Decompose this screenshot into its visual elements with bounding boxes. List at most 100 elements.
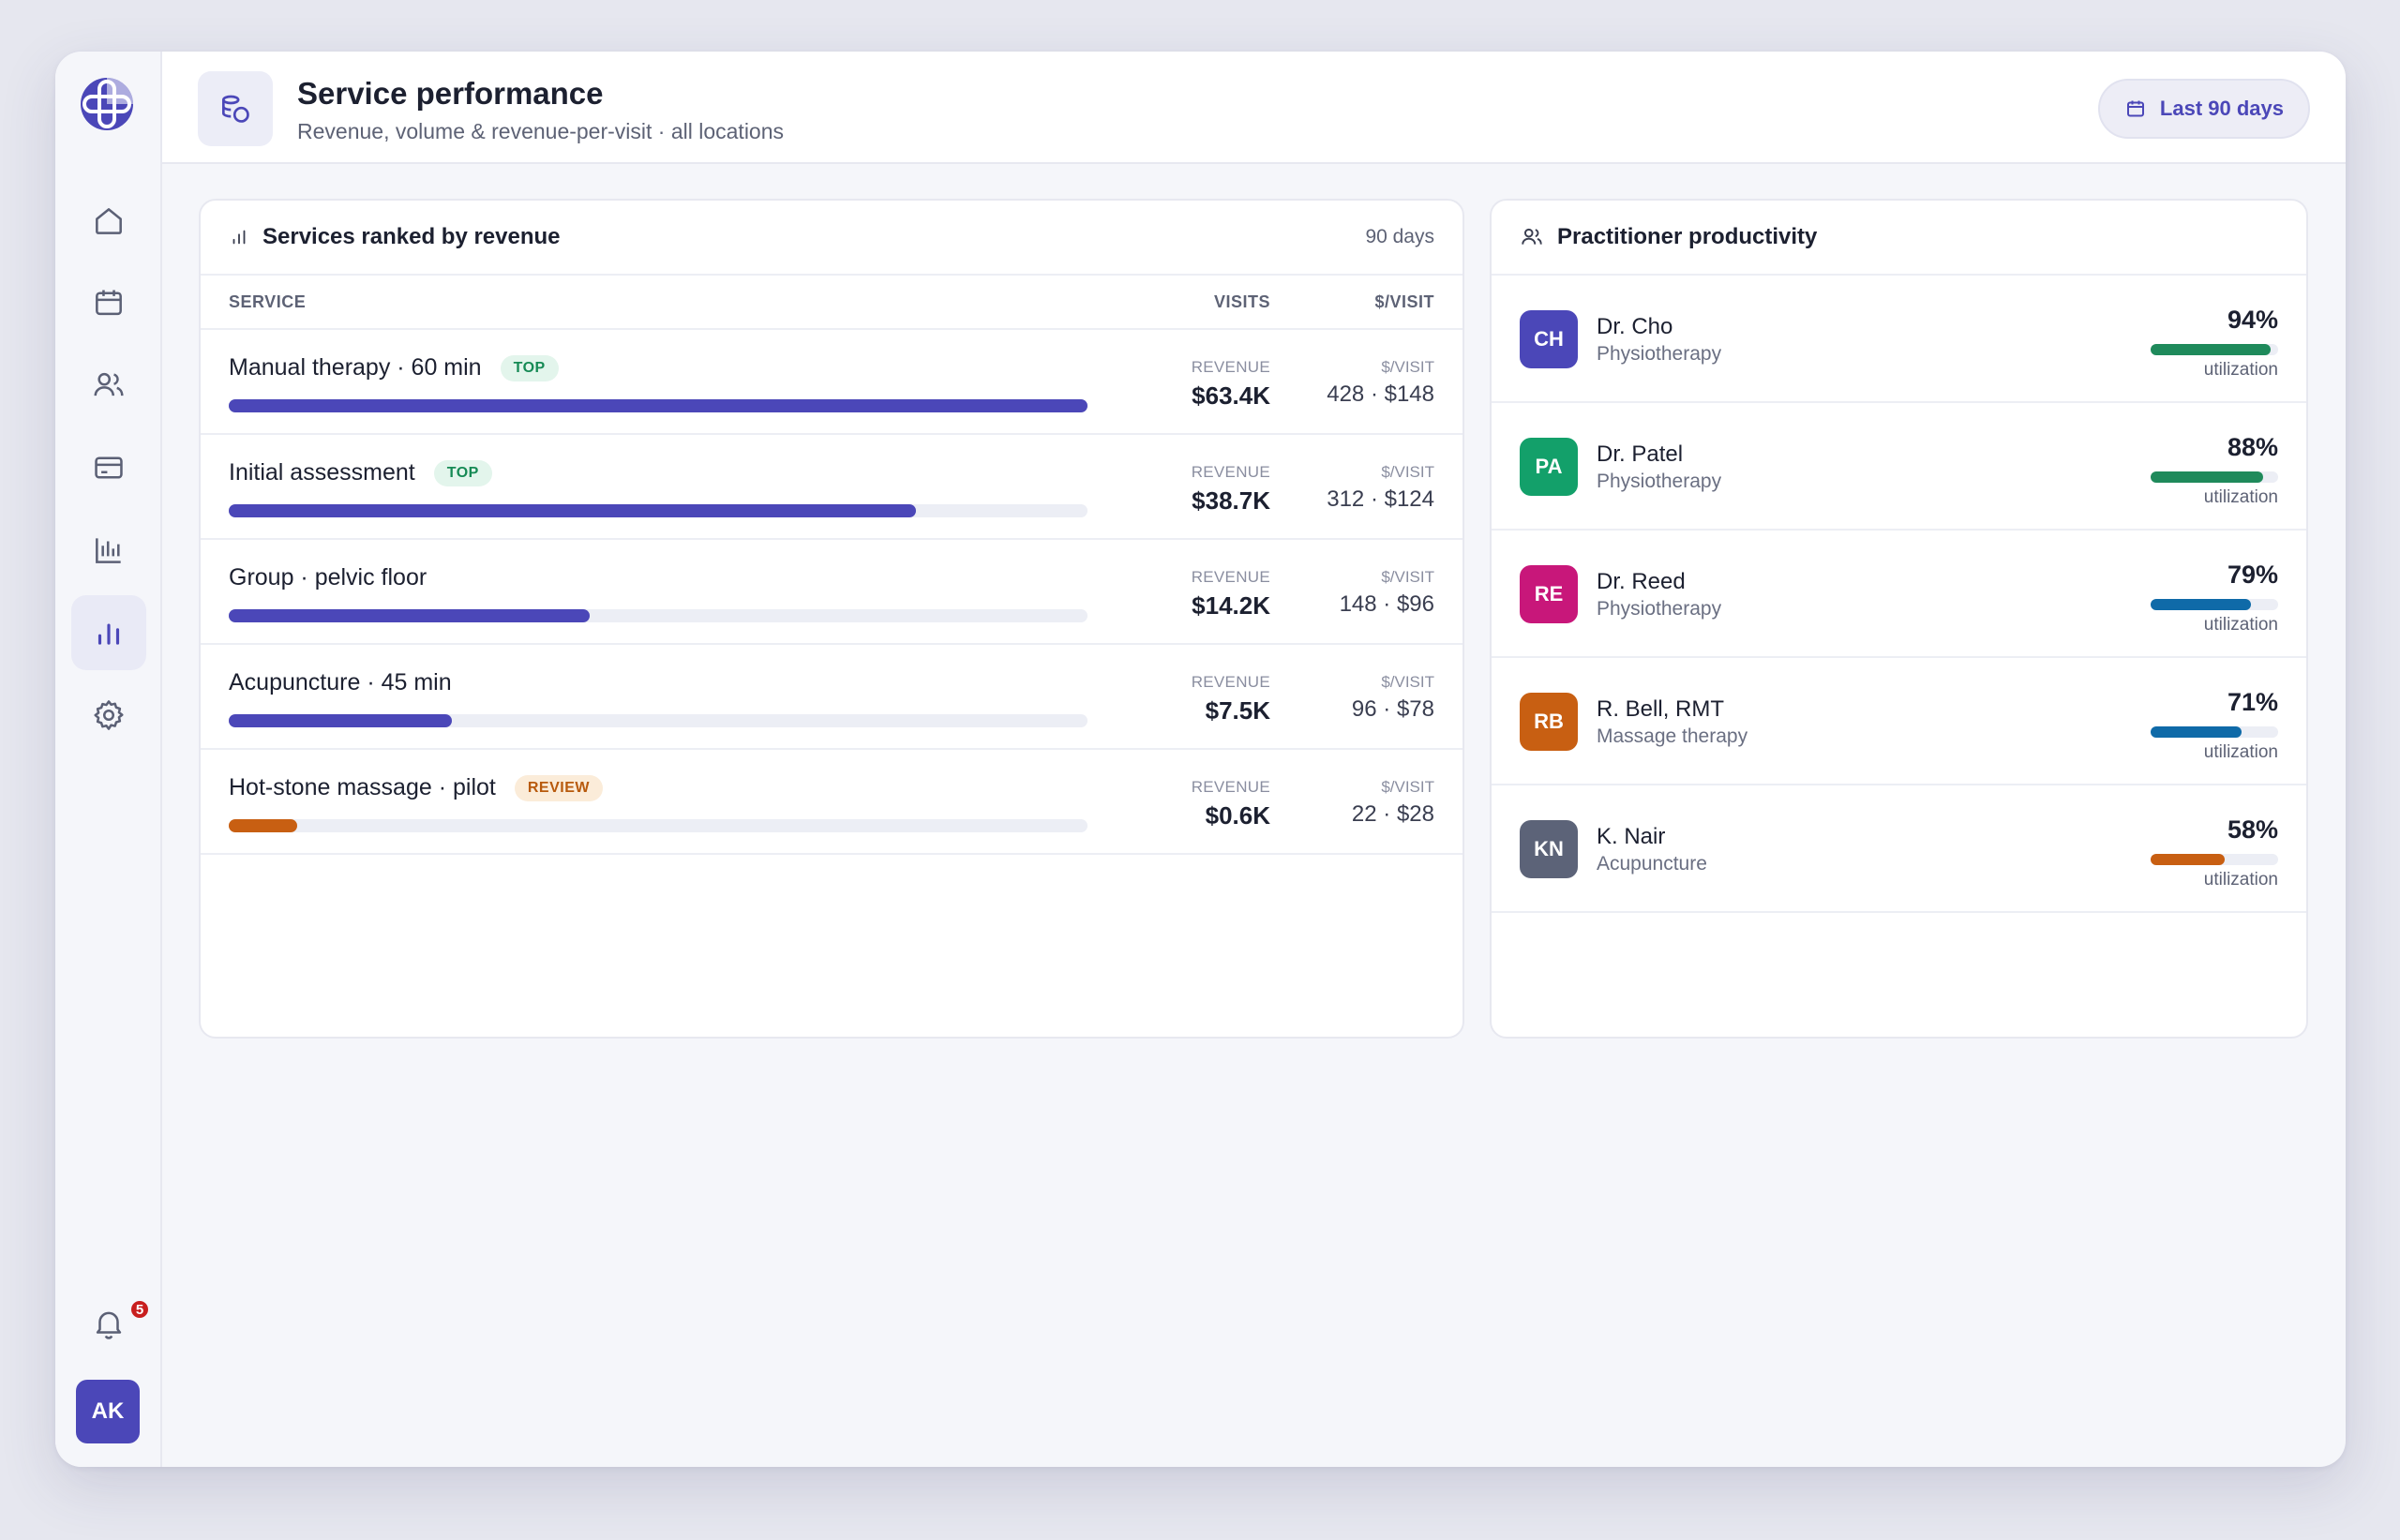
per-visit-label: $/VISIT xyxy=(1381,463,1434,481)
utilization-label: utilization xyxy=(2203,487,2278,507)
revenue-label: REVENUE xyxy=(1191,568,1270,586)
practitioners-card-header: Practitioner productivity xyxy=(1492,201,2306,276)
visits-per-visit-value: 22 · $28 xyxy=(1351,801,1434,827)
revenue-bar-fill xyxy=(229,609,590,622)
revenue-value: $7.5K xyxy=(1205,696,1270,725)
utilization-bar-track xyxy=(2151,726,2278,738)
nav-analytics[interactable] xyxy=(71,595,146,670)
utilization-bar-fill xyxy=(2151,344,2271,355)
practitioner-avatar: RB xyxy=(1520,693,1578,751)
practitioner-avatar: KN xyxy=(1520,820,1578,878)
utilization-bar-track xyxy=(2151,344,2278,355)
chart-icon xyxy=(98,623,120,645)
practitioner-name: R. Bell, RMT xyxy=(1597,696,1725,722)
nav-home[interactable] xyxy=(71,184,146,259)
notifications-button[interactable]: 5 xyxy=(71,1286,150,1361)
revenue-bar-track xyxy=(229,399,1088,412)
revenue-label: REVENUE xyxy=(1191,358,1270,376)
utilization-label: utilization xyxy=(2203,742,2278,762)
nav-settings[interactable] xyxy=(71,678,146,753)
practitioner-role: Massage therapy xyxy=(1597,725,1748,747)
per-visit-label: $/VISIT xyxy=(1381,358,1434,376)
revenue-bar-track xyxy=(229,714,1088,727)
practitioner-role: Physiotherapy xyxy=(1597,598,1722,620)
service-tag-badge: TOP xyxy=(433,459,492,486)
service-name: Acupuncture · 45 min xyxy=(229,669,452,695)
practitioner-row[interactable]: KN K. Nair Acupuncture 58% utilization xyxy=(1492,785,2306,913)
nav-reports[interactable] xyxy=(71,513,146,588)
practitioners-card-title: Practitioner productivity xyxy=(1557,224,1818,249)
service-row[interactable]: Manual therapy · 60 min TOP REVENUE $63.… xyxy=(201,330,1462,435)
nav-calendar[interactable] xyxy=(71,265,146,340)
col-visits: VISITS xyxy=(1213,292,1270,311)
utilization-bar-track xyxy=(2151,854,2278,865)
utilization-percent: 71% xyxy=(2227,688,2278,716)
page-header: Service performance Revenue, volume & re… xyxy=(162,52,2346,164)
col-per-visit: $/VISIT xyxy=(1374,292,1434,311)
practitioner-avatar: RE xyxy=(1520,565,1578,623)
practitioner-name: Dr. Cho xyxy=(1597,314,1673,339)
utilization-percent: 88% xyxy=(2227,433,2278,461)
visits-per-visit-value: 148 · $96 xyxy=(1339,591,1434,617)
revenue-bar-track xyxy=(229,609,1088,622)
cross-logo-icon[interactable] xyxy=(79,76,135,132)
service-name: Initial assessment xyxy=(229,459,415,486)
service-name: Hot-stone massage · pilot xyxy=(229,774,496,800)
practitioners-list: CH Dr. Cho Physiotherapy 94% utilization… xyxy=(1492,276,2306,913)
revenue-bar-fill xyxy=(229,819,298,832)
service-name: Manual therapy · 60 min xyxy=(229,354,482,381)
practitioners-card: Practitioner productivity CH Dr. Cho Phy… xyxy=(1490,199,2308,1039)
service-name: Group · pelvic floor xyxy=(229,564,428,591)
bar-chart-icon xyxy=(232,230,246,245)
page-title: Service performance xyxy=(297,76,604,111)
utilization-percent: 58% xyxy=(2227,815,2278,844)
services-period: 90 days xyxy=(1365,226,1434,247)
service-row[interactable]: Group · pelvic floor REVENUE $14.2K $/VI… xyxy=(201,540,1462,645)
practitioner-row[interactable]: RE Dr. Reed Physiotherapy 79% utilizatio… xyxy=(1492,531,2306,658)
per-visit-label: $/VISIT xyxy=(1381,673,1434,691)
per-visit-label: $/VISIT xyxy=(1381,568,1434,586)
calendar-icon xyxy=(2126,100,2144,117)
practitioner-row[interactable]: RB R. Bell, RMT Massage therapy 71% util… xyxy=(1492,658,2306,785)
service-row[interactable]: Hot-stone massage · pilot REVIEW REVENUE… xyxy=(201,750,1462,855)
visits-per-visit-value: 428 · $148 xyxy=(1327,381,1434,407)
revenue-value: $38.7K xyxy=(1192,486,1270,515)
visits-per-visit-value: 96 · $78 xyxy=(1351,696,1434,722)
utilization-percent: 79% xyxy=(2227,561,2278,589)
service-name-wrap: Manual therapy · 60 min TOP xyxy=(229,354,559,381)
services-column-headers: SERVICE VISITS $/VISIT xyxy=(201,276,1462,330)
service-tag-badge: TOP xyxy=(500,354,559,381)
service-name-wrap: Hot-stone massage · pilot REVIEW xyxy=(229,774,603,801)
sidebar: 5 AK xyxy=(55,52,162,1467)
date-range-label: Last 90 days xyxy=(2159,97,2284,120)
date-range-button[interactable]: Last 90 days xyxy=(2097,79,2310,139)
per-visit-label: $/VISIT xyxy=(1381,778,1434,796)
service-tag-badge: REVIEW xyxy=(514,774,603,801)
col-service: SERVICE xyxy=(229,292,307,311)
service-name-wrap: Acupuncture · 45 min xyxy=(229,669,452,696)
revenue-label: REVENUE xyxy=(1191,673,1270,691)
service-row[interactable]: Acupuncture · 45 min REVENUE $7.5K $/VIS… xyxy=(201,645,1462,750)
revenue-bar-track xyxy=(229,819,1088,832)
utilization-bar-fill xyxy=(2151,599,2252,610)
calendar-icon xyxy=(96,290,122,316)
utilization-bar-fill xyxy=(2151,854,2225,865)
service-row[interactable]: Initial assessment TOP REVENUE $38.7K $/… xyxy=(201,435,1462,540)
page-subtitle: Revenue, volume & revenue-per-visit · al… xyxy=(297,119,785,143)
nav-patients[interactable] xyxy=(71,348,146,423)
users-icon xyxy=(1522,228,1542,245)
practitioner-row[interactable]: CH Dr. Cho Physiotherapy 94% utilization xyxy=(1492,276,2306,403)
user-avatar[interactable]: AK xyxy=(76,1380,140,1443)
bars-icon xyxy=(96,538,121,563)
practitioner-avatar: CH xyxy=(1520,310,1578,368)
utilization-label: utilization xyxy=(2203,615,2278,635)
coins-icon xyxy=(198,71,273,146)
nav-billing[interactable] xyxy=(71,430,146,505)
practitioner-row[interactable]: PA Dr. Patel Physiotherapy 88% utilizati… xyxy=(1492,403,2306,531)
utilization-bar-fill xyxy=(2151,471,2263,483)
bell-icon xyxy=(96,1311,122,1339)
utilization-bar-track xyxy=(2151,599,2278,610)
practitioner-avatar: PA xyxy=(1520,438,1578,496)
utilization-bar-track xyxy=(2151,471,2278,483)
revenue-value: $14.2K xyxy=(1192,591,1270,620)
